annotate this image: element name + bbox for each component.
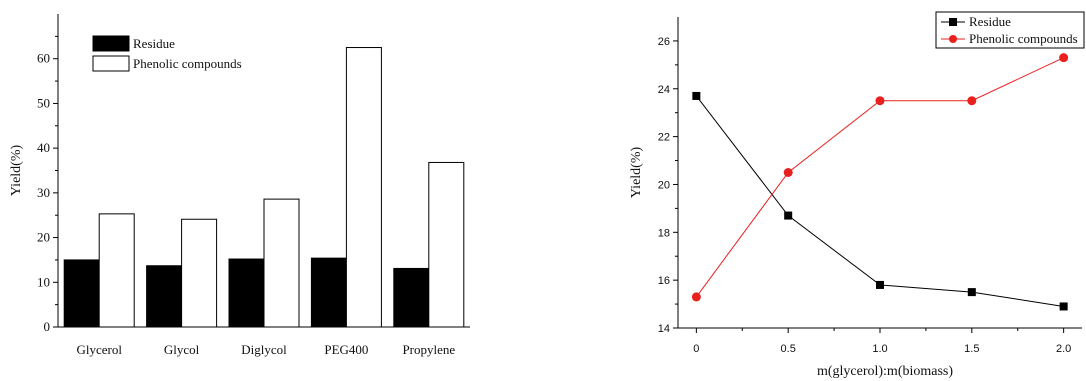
legend-swatch bbox=[92, 35, 130, 52]
y-tick-label: 26 bbox=[658, 36, 670, 48]
y-tick-label: 14 bbox=[658, 323, 670, 335]
y-axis-title: Yield(%) bbox=[9, 145, 24, 197]
bar-residue bbox=[146, 265, 183, 328]
x-tick-label: 0.5 bbox=[781, 343, 796, 355]
series-line-phenolic bbox=[695, 57, 1064, 298]
y-tick-label: 18 bbox=[658, 227, 670, 239]
legend-label: Phenolic compounds bbox=[969, 31, 1078, 46]
x-tick-label: Diglycol bbox=[241, 342, 287, 357]
x-axis-title: m(glycerol):m(biomass) bbox=[817, 364, 953, 379]
data-point-residue bbox=[876, 280, 884, 289]
x-tick-label: Propylene bbox=[402, 342, 455, 357]
y-tick-label: 10 bbox=[37, 274, 50, 289]
x-tick-label: 0 bbox=[693, 343, 699, 355]
legend-label: Residue bbox=[969, 14, 1011, 29]
bar-residue bbox=[228, 258, 265, 328]
y-tick-label: 0 bbox=[44, 319, 51, 334]
y-tick-label: 24 bbox=[658, 84, 670, 96]
x-tick-label: 1.0 bbox=[872, 343, 887, 355]
bar-chart: 0 10 20 30 40 50 60 Yield(%) Glycerol Glycol Digly… bbox=[9, 14, 470, 357]
y-axis-title: Yield(%) bbox=[629, 147, 644, 199]
bar-phenolic bbox=[428, 161, 465, 328]
bar-residue bbox=[310, 257, 347, 328]
legend-box bbox=[935, 11, 1085, 49]
legend-marker bbox=[949, 18, 957, 26]
bar-phenolic bbox=[263, 198, 300, 328]
y-tick-label: 50 bbox=[37, 95, 50, 110]
line-chart: 14 16 18 20 22 24 26 0 0.5 1.0 1.5 2.0 Yield(%) m(gly… bbox=[629, 11, 1085, 379]
legend-label: Residue bbox=[133, 36, 175, 51]
legend-marker bbox=[949, 35, 957, 43]
data-point-phenolic bbox=[875, 96, 885, 106]
data-point-residue bbox=[692, 91, 701, 100]
bar-residue bbox=[393, 267, 430, 328]
y-tick-label: 20 bbox=[37, 230, 50, 245]
data-point-phenolic bbox=[1059, 53, 1069, 63]
bar-phenolic bbox=[345, 47, 382, 328]
legend-swatch bbox=[92, 55, 130, 72]
y-tick-label: 22 bbox=[658, 132, 670, 144]
data-point-residue bbox=[1059, 302, 1068, 311]
data-point-phenolic bbox=[967, 96, 977, 106]
x-tick-label: 2.0 bbox=[1056, 343, 1071, 355]
y-tick-label: 20 bbox=[658, 179, 670, 191]
legend-label: Phenolic compounds bbox=[133, 56, 242, 71]
bar-phenolic bbox=[98, 213, 135, 328]
x-tick-label: 1.5 bbox=[964, 343, 979, 355]
x-tick-label: Glycol bbox=[164, 342, 200, 357]
y-tick-label: 60 bbox=[37, 51, 50, 66]
series-line-residue bbox=[695, 95, 1064, 307]
y-tick-label: 16 bbox=[658, 275, 670, 287]
data-point-residue bbox=[967, 288, 976, 297]
data-point-phenolic bbox=[691, 292, 701, 302]
y-tick-label: 40 bbox=[37, 140, 50, 155]
bar-residue bbox=[63, 259, 100, 328]
data-point-residue bbox=[784, 211, 793, 220]
x-tick-label: PEG400 bbox=[324, 342, 368, 357]
x-tick-label: Glycerol bbox=[76, 342, 122, 357]
data-point-phenolic bbox=[783, 168, 793, 177]
y-tick-label: 30 bbox=[37, 185, 50, 200]
bar-phenolic bbox=[181, 218, 218, 328]
